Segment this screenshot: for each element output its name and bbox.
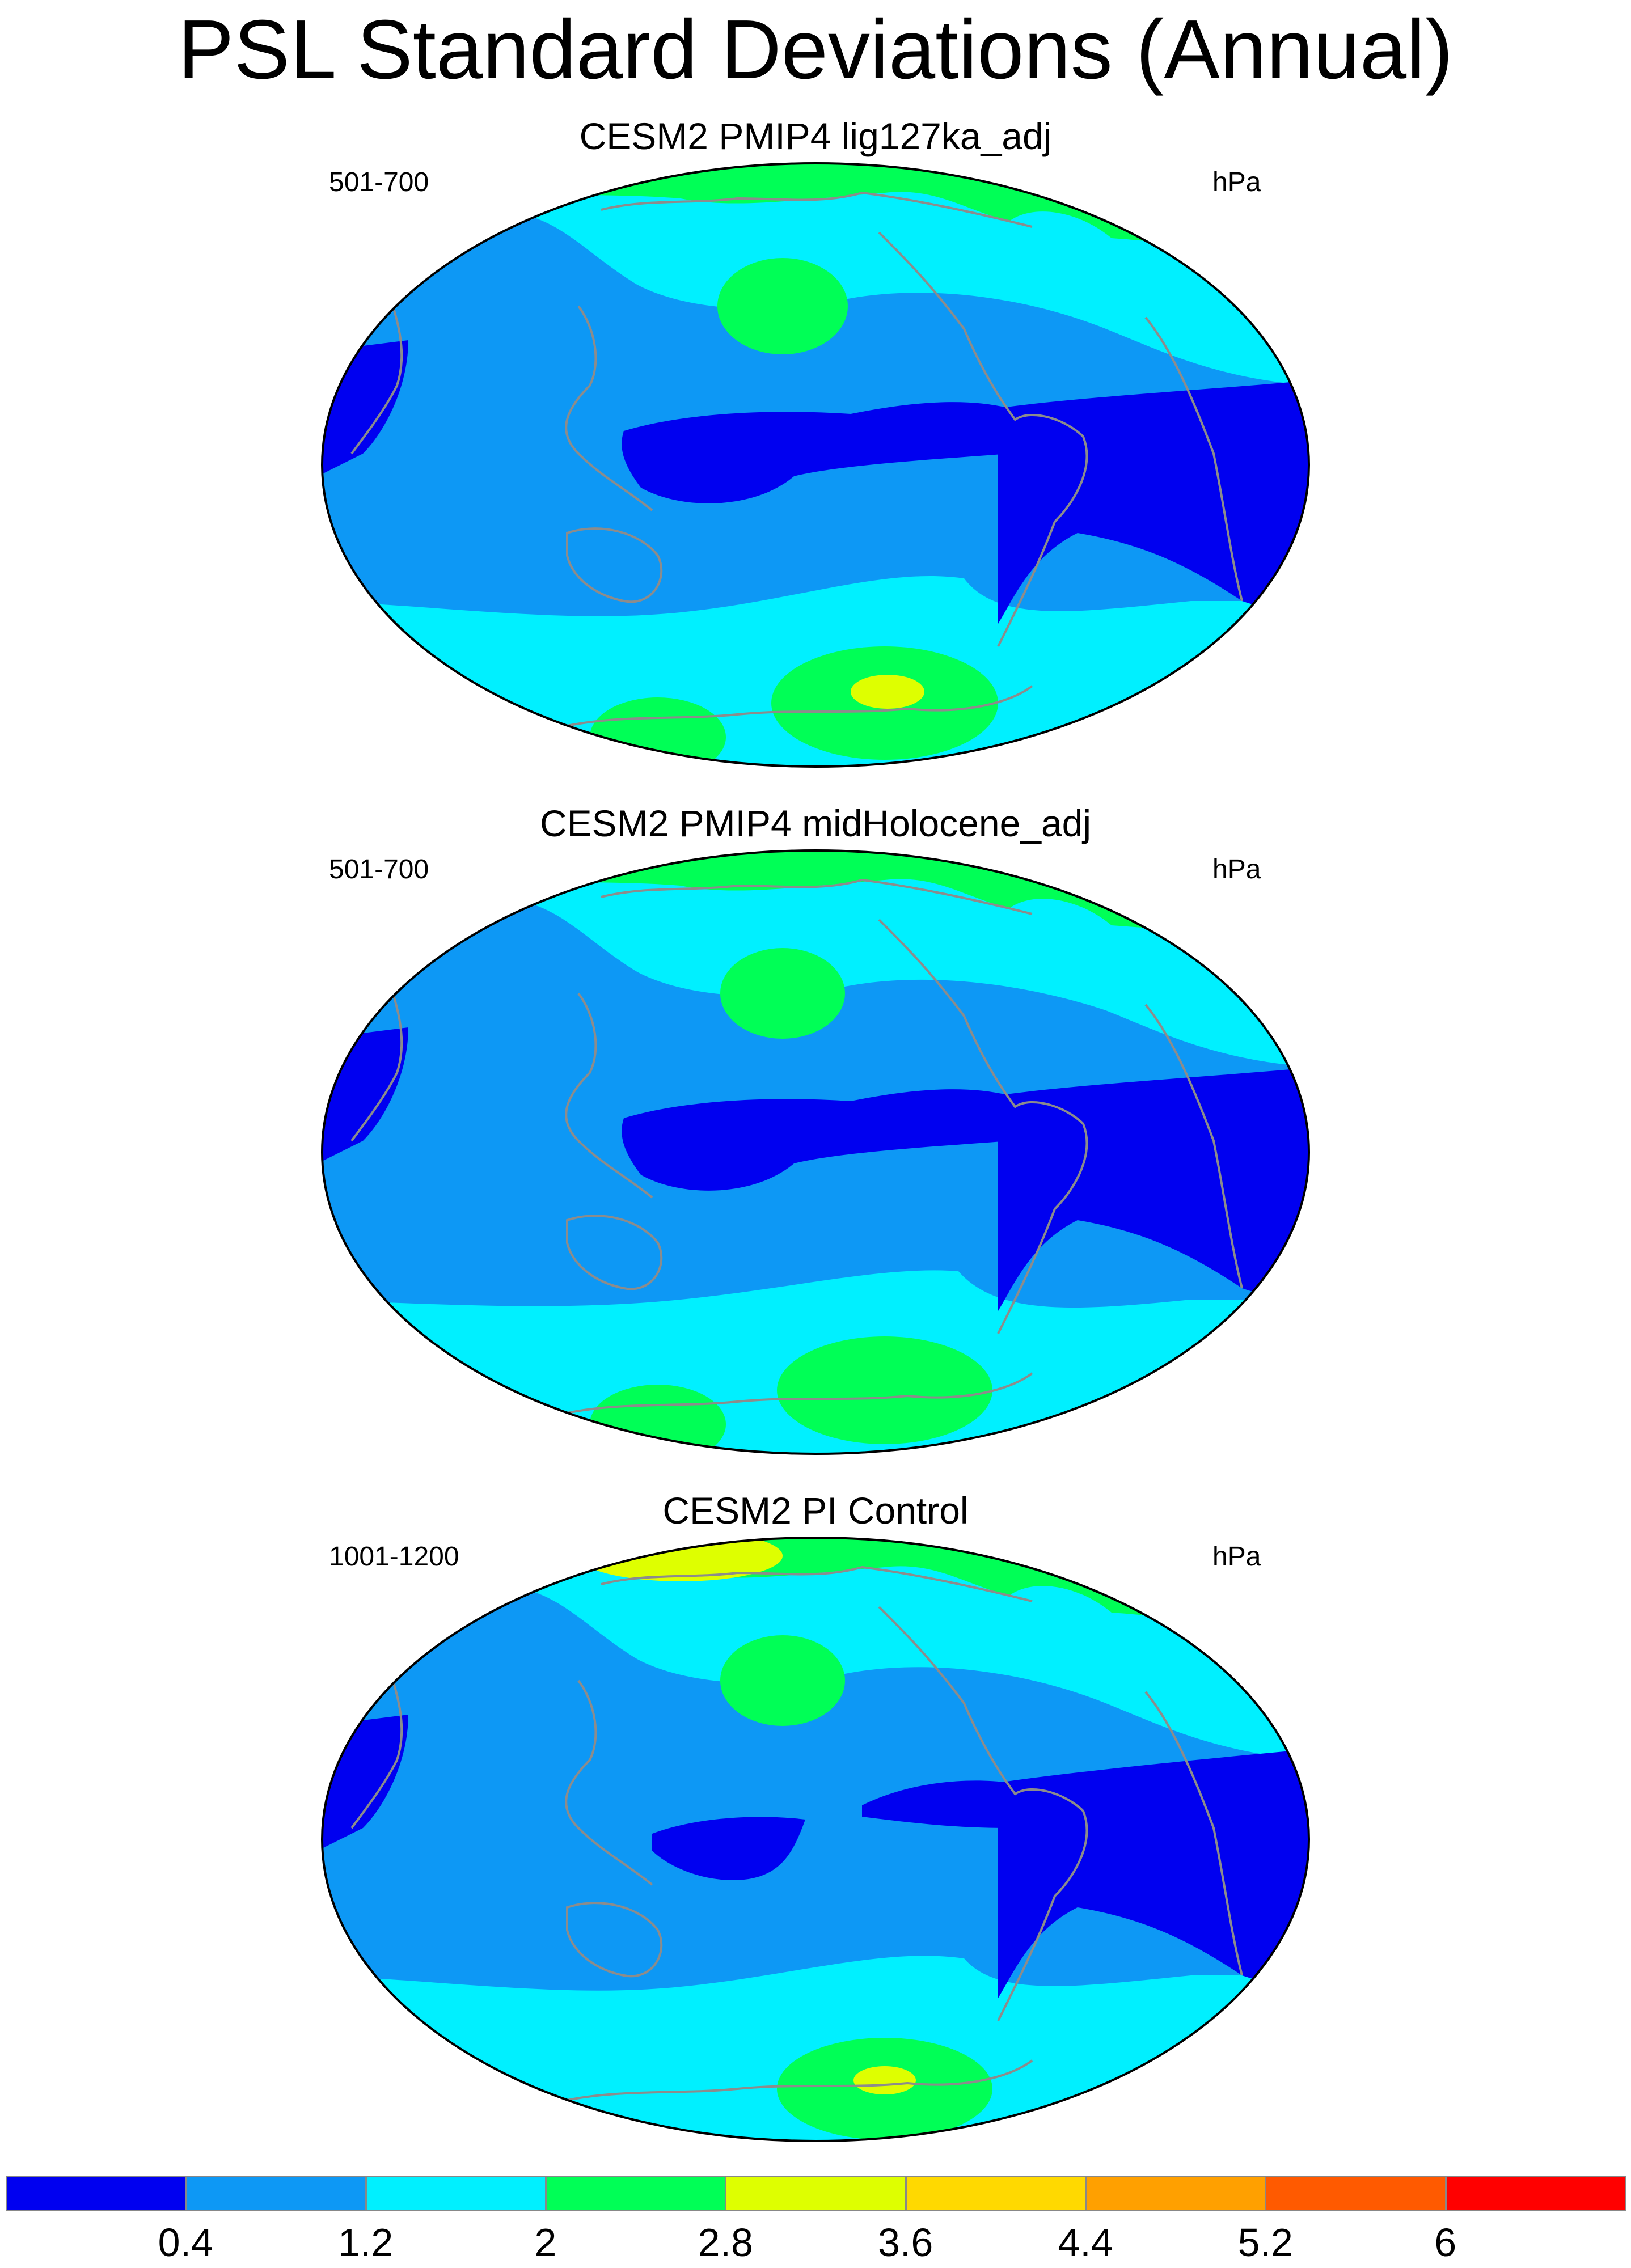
year-range-label: 501-700	[329, 854, 429, 885]
units-label: hPa	[1212, 167, 1261, 197]
map-boundary	[321, 162, 1310, 768]
contour-band-0.4-1.2-atlantic	[998, 380, 1309, 624]
colorbar-tick-label: 4.4	[1058, 2220, 1113, 2265]
contour-band-2.8-3.6-antarctic-west	[590, 697, 726, 767]
units-label: hPa	[1212, 1542, 1261, 1572]
contour-band-0.4-1.2-atlantic	[998, 1067, 1309, 1311]
contour-band-0.4-1.2-pacific	[622, 1089, 1009, 1191]
colorbar-swatch	[905, 2176, 1086, 2211]
colorbar-swatch	[546, 2176, 726, 2211]
panel-title: CESM2 PMIP4 midHolocene_adj	[539, 802, 1092, 844]
colorbar-tick-label: 6	[1434, 2220, 1457, 2265]
map-boundary	[321, 849, 1310, 1455]
colorbar	[6, 2176, 1626, 2211]
coastlines	[350, 1565, 1243, 2101]
colorbar-swatch	[365, 2176, 546, 2211]
contour-band-0.4-1.2-atlantic	[998, 1749, 1309, 1998]
map-panel-lig127ka: CESM2 PMIP4 lig127ka_adj 501-700 hPa	[0, 113, 1631, 801]
coastlines	[350, 191, 1243, 727]
contour-band-2.8-3.6-aleutian	[720, 1635, 845, 1726]
panel-title: CESM2 PI Control	[662, 1490, 969, 1531]
year-range-label: 1001-1200	[329, 1542, 459, 1572]
contour-band-0.4-1.2-pacific	[622, 402, 1009, 503]
colorbar-swatch	[1445, 2176, 1626, 2211]
year-range-label: 501-700	[329, 167, 429, 197]
contour-band-3.6-4.4-max	[853, 2066, 916, 2094]
main-title: PSL Standard Deviations (Annual)	[178, 3, 1453, 96]
contour-band-3.6-4.4-max	[851, 675, 924, 709]
contour-map	[321, 162, 1310, 768]
map-panel-midholocene: CESM2 PMIP4 midHolocene_adj 501-700 hPa	[0, 801, 1631, 1488]
panel-title: CESM2 PMIP4 lig127ka_adj	[579, 115, 1052, 157]
colorbar-tick-label: 3.6	[878, 2220, 933, 2265]
colorbar-swatch	[725, 2176, 906, 2211]
contour-band-2.8-3.6-antarctic-west	[590, 1385, 726, 1454]
colorbar-tick-label: 2	[534, 2220, 557, 2265]
coastlines	[350, 878, 1243, 1414]
colorbar-tick-label: 5.2	[1237, 2220, 1293, 2265]
contour-band-0.4-1.2-eastpac	[862, 1780, 1009, 1828]
contour-band-2.8-3.6-aleutian	[717, 258, 848, 354]
contour-band-2.8-3.6-aleutian	[720, 948, 845, 1039]
colorbar-swatch	[1265, 2176, 1446, 2211]
colorbar-swatch	[6, 2176, 187, 2211]
contour-map	[321, 849, 1310, 1455]
units-label: hPa	[1212, 854, 1261, 885]
colorbar-swatch	[1085, 2176, 1266, 2211]
colorbar-tick-label: 0.4	[158, 2220, 213, 2265]
map-boundary	[321, 1537, 1310, 2142]
colorbar-tick-label: 1.2	[338, 2220, 394, 2265]
colorbar-tick-label: 2.8	[698, 2220, 753, 2265]
contour-band-2.8-3.6-antarctic	[777, 1336, 992, 1444]
contour-map	[321, 1537, 1310, 2142]
map-panel-pi-control: CESM2 PI Control 1001-1200 hPa	[0, 1488, 1631, 2175]
contour-band-0.4-1.2-pacific	[652, 1817, 805, 1880]
colorbar-swatch	[185, 2176, 366, 2211]
